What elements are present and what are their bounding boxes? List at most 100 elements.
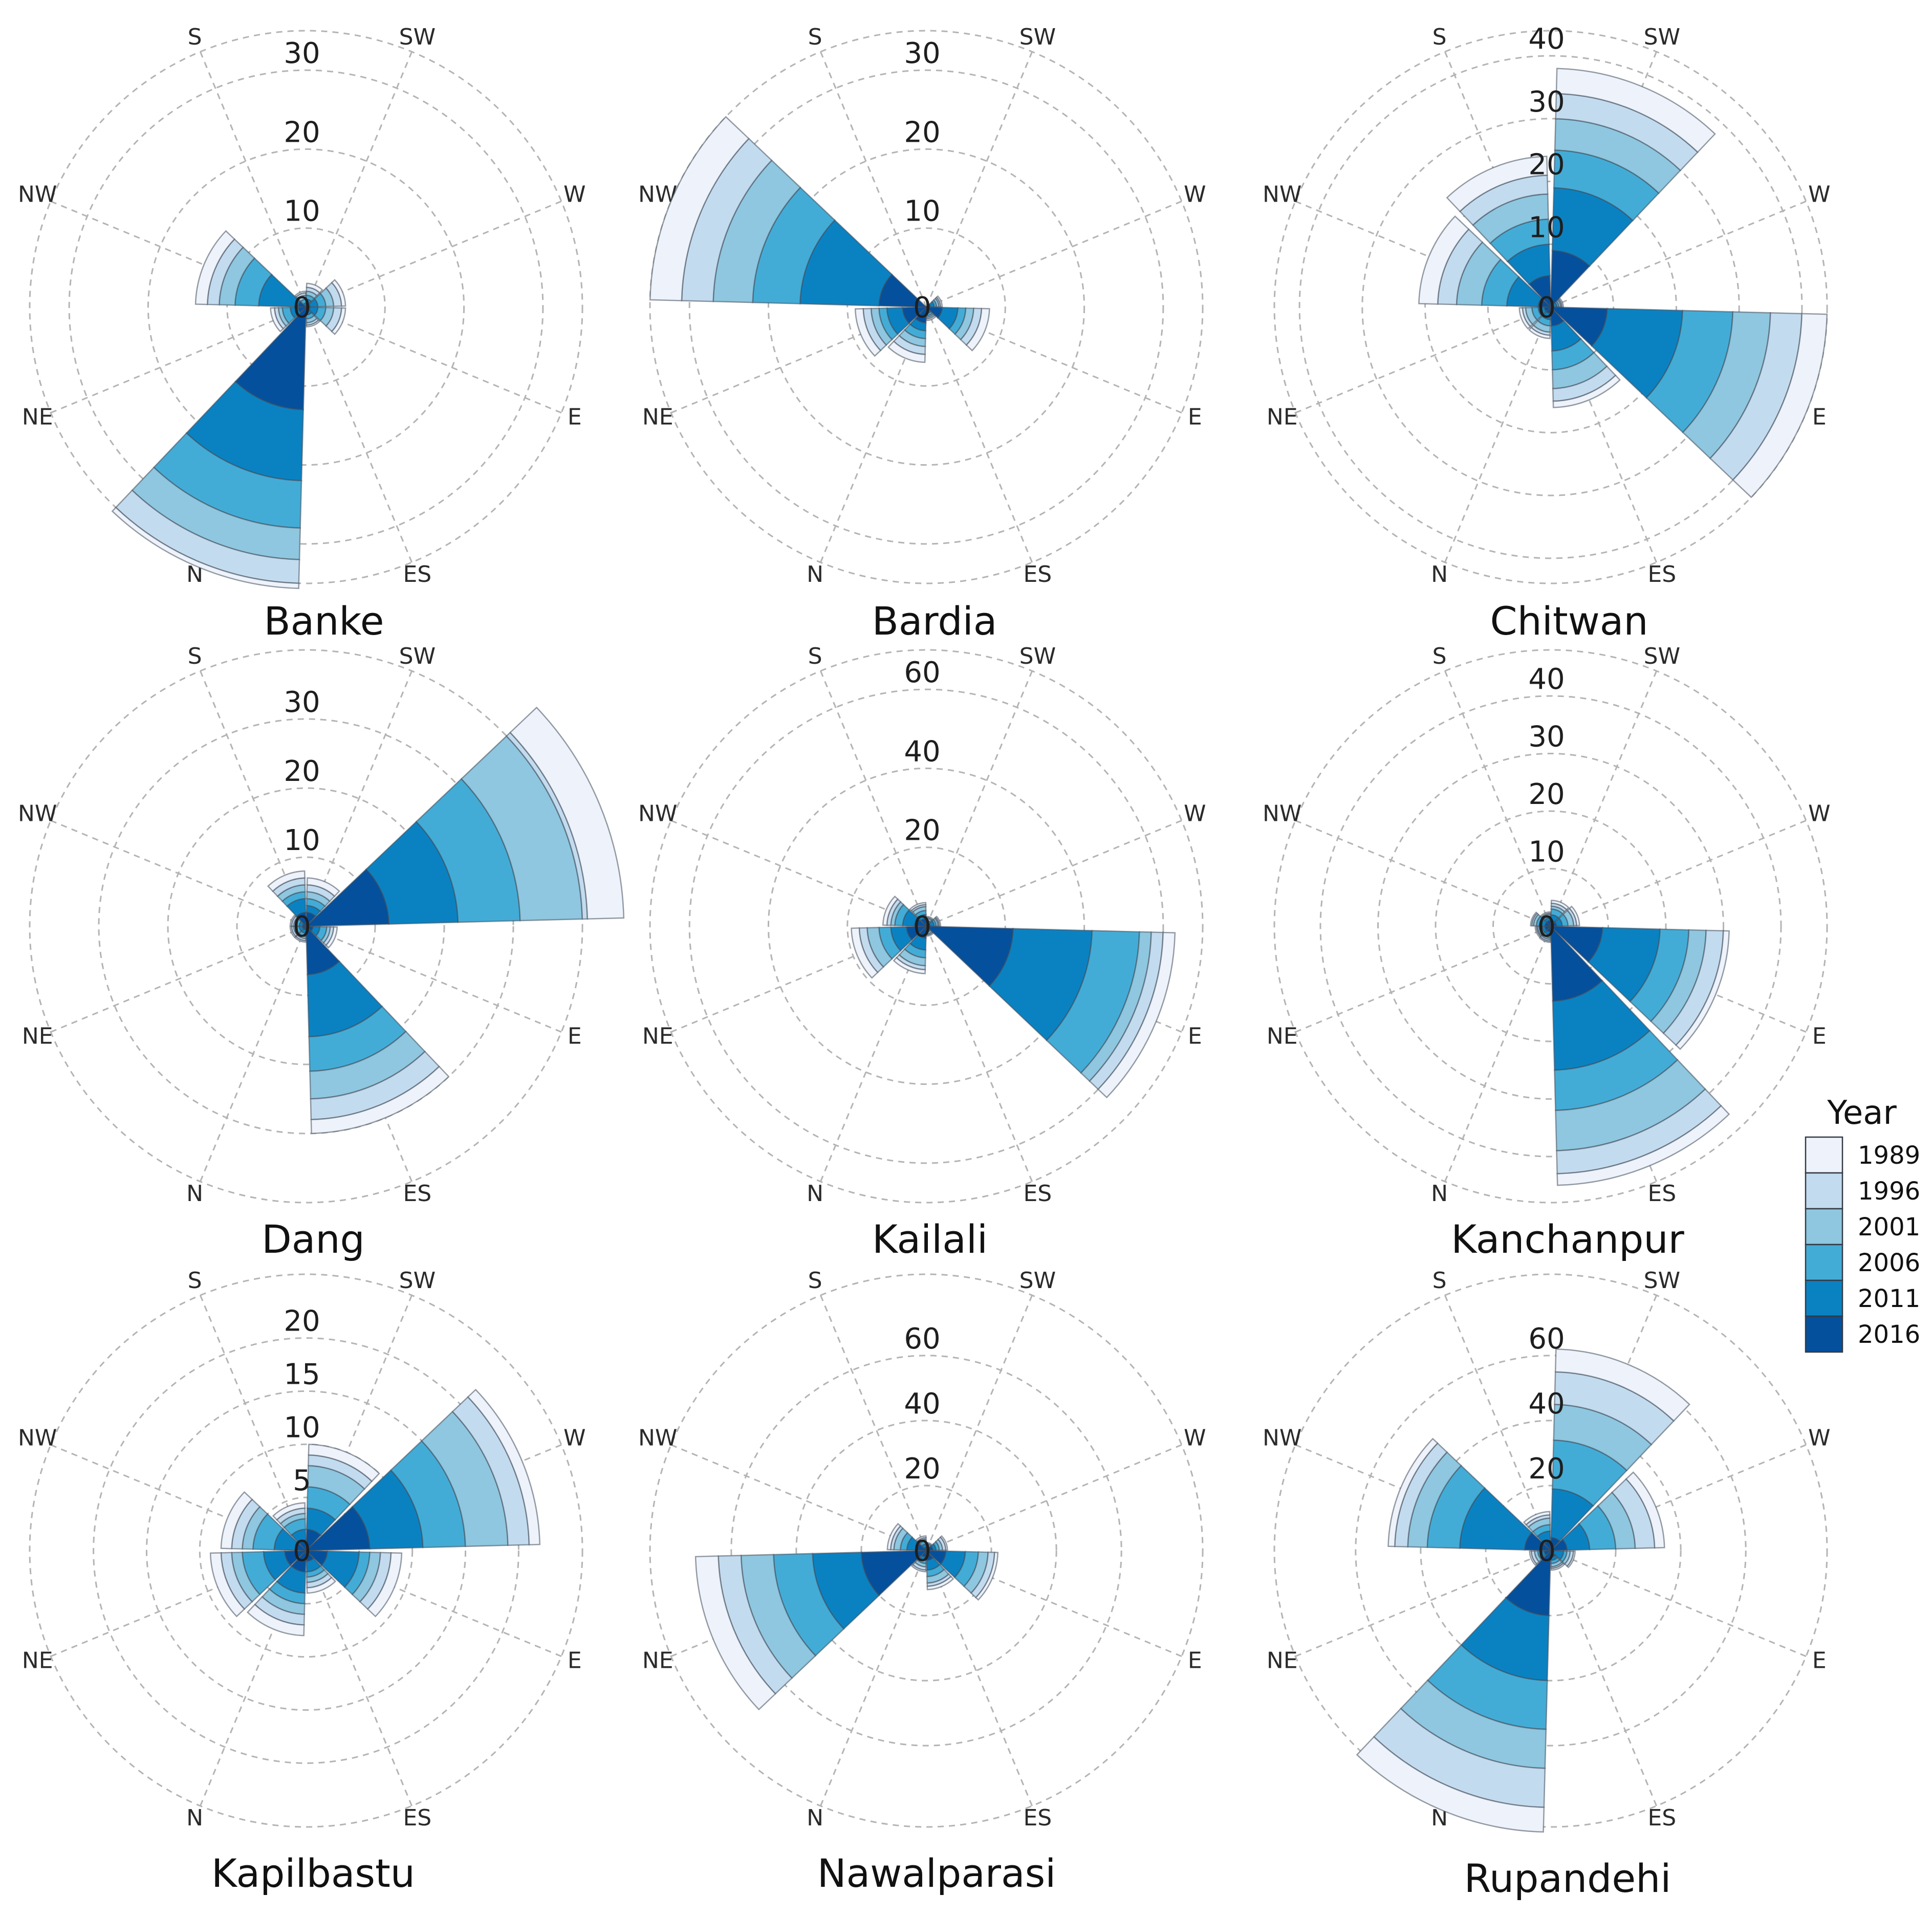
bar-s-1989 [272,1502,306,1521]
direction-label-w: W [1808,182,1831,208]
legend-label-1989: 1989 [1858,1141,1920,1170]
spoke [1444,670,1552,927]
bar-s-1989 [909,902,927,911]
tick-label: 60 [904,1322,940,1356]
bar-nw-1989 [220,1491,253,1550]
grid-circle [1361,118,1740,496]
bar-es-1989 [926,932,935,937]
grid-circle [29,1273,583,1828]
grid-circle [1487,243,1615,371]
direction-label-w: W [1184,1425,1206,1451]
spoke [1550,1550,1658,1806]
tick-label: 20 [904,814,940,847]
direction-label-es: ES [1023,561,1052,587]
grid-circle [167,787,445,1065]
spoke [1444,307,1552,563]
spoke [1550,819,1807,927]
bar-w-1989 [331,279,346,307]
panel-title: Kapilbastu [211,1850,415,1896]
direction-label-e: E [1812,404,1827,430]
grid-circle [145,1390,467,1711]
direction-label-es: ES [403,561,431,587]
bar-e-1989 [975,1552,999,1601]
grid-circle [1273,30,1828,584]
grid-circle [649,30,1204,584]
bar-nw-1989 [886,1522,902,1551]
direction-label-es: ES [1023,1181,1052,1207]
bar-n-1989 [294,935,307,943]
direction-label-es: ES [1023,1805,1052,1831]
direction-label-nw: NW [638,1425,677,1451]
direction-label-n: N [186,1181,203,1207]
spoke [926,819,1182,927]
bar-es-1989 [926,315,937,321]
direction-label-e: E [1812,1647,1827,1673]
direction-label-s: S [188,1268,202,1294]
bar-sw-1989 [306,877,340,898]
tick-label: 20 [904,116,940,149]
bar-sw-1989 [1555,68,1716,154]
direction-label-e: E [568,1647,582,1673]
direction-label-sw: SW [1644,643,1680,669]
direction-label-es: ES [1647,1181,1676,1207]
tick-label: 5 [293,1464,311,1497]
bar-e-1989 [366,1552,403,1618]
spoke [50,819,307,927]
tick-label: 0 [1537,291,1556,324]
spoke [819,670,927,927]
bar-es-1989 [1556,1105,1730,1186]
spoke [926,200,1182,308]
direction-label-n: N [1431,561,1448,587]
grid-circle [1485,1485,1617,1617]
panel-kanchanpur: N NE NW S SW W E ES 0 10 20 30 40 Kanchanpur [1263,643,1830,1262]
spoke [925,1295,1033,1551]
tick-label: 0 [913,291,931,324]
spoke [1295,819,1551,927]
spoke [670,819,927,927]
direction-label-w: W [1808,801,1831,827]
spoke [1550,200,1807,308]
grid-circle [688,69,1164,545]
bar-ne-1989 [854,308,882,357]
direction-label-s: S [808,643,822,669]
bar-es-1989 [310,1065,450,1135]
tick-label: 0 [1537,1535,1556,1568]
direction-label-w: W [1184,182,1206,208]
legend-label-2006: 2006 [1858,1249,1920,1277]
legend-swatch-1989 [1805,1136,1843,1174]
legend: Year 1989 1996 2001 2006 2011 2016 [1805,1094,1920,1353]
bar-w-1989 [509,706,625,920]
tick-label: 40 [1528,23,1565,56]
spoke [199,51,307,308]
bar-sw-1989 [308,1444,380,1483]
direction-label-ne: NE [1267,1647,1298,1673]
bar-sw-1989 [1550,900,1570,911]
panel-title: Banke [264,598,384,644]
tick-label: 30 [1528,85,1565,119]
tick-label: 10 [284,1411,320,1444]
tick-label: 40 [1528,663,1565,696]
spoke [925,51,1033,308]
bar-ne-1989 [1518,307,1531,330]
tick-label: 60 [1528,1322,1565,1356]
bar-nw-1989 [1418,215,1470,305]
grid-circle [252,1496,360,1605]
bar-w-1989 [1558,297,1564,308]
direction-label-nw: NW [1263,182,1301,208]
bar-e-1989 [325,926,338,949]
spoke [1295,1550,1551,1658]
legend-title: Year [1827,1094,1897,1132]
direction-label-e: E [568,1023,582,1049]
spoke [819,1295,927,1551]
direction-label-ne: NE [642,404,674,430]
tick-label: 20 [1528,1452,1565,1486]
grid-circle [846,227,1006,387]
tick-label: 20 [284,1305,320,1338]
direction-label-nw: NW [18,1425,57,1451]
direction-label-w: W [563,182,586,208]
bar-n-1989 [887,340,926,363]
spoke [306,200,562,308]
grid-circle [147,148,465,466]
bar-ne-1989 [851,927,879,979]
